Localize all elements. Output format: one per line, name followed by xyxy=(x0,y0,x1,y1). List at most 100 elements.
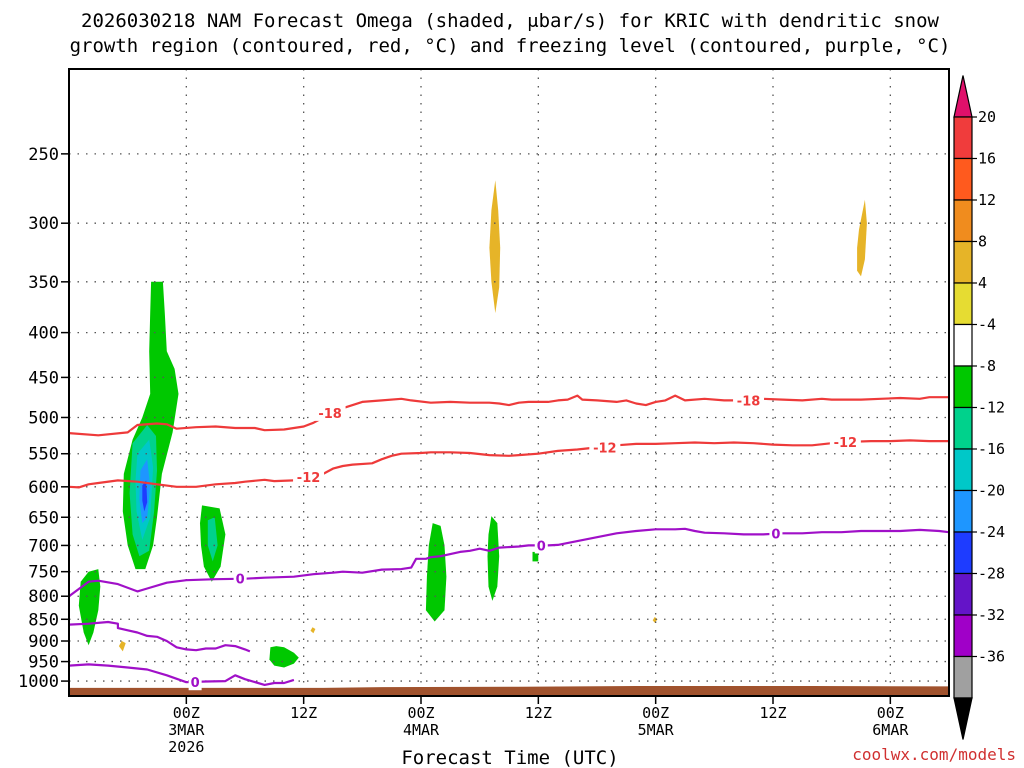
y-tick-label: 300 xyxy=(28,214,59,234)
contour-lines: -18 -18 -12 -12 -12 0 0 0 0 xyxy=(69,392,949,691)
colorbar-legend: 20 16 12 8 4 -4 -8 -12 -16 -20 -24 -28 -32 -36 xyxy=(953,75,1005,740)
plot-area: -18 -18 -12 -12 -12 0 0 0 0 xyxy=(69,69,949,696)
colorbar-label: -4 xyxy=(978,316,996,334)
colorbar-swatch xyxy=(953,116,973,160)
colorbar-swatch xyxy=(953,365,973,409)
colorbar-swatch xyxy=(953,240,973,284)
contour-label-background xyxy=(829,433,861,450)
contour-line-0 xyxy=(69,620,251,653)
contour-label: 0 xyxy=(771,527,780,542)
colorbar-swatch xyxy=(953,614,973,658)
colorbar-swatch xyxy=(953,448,973,492)
contour-label-background xyxy=(534,537,548,554)
x-tick-label: 5MAR xyxy=(638,721,675,739)
grid-lines xyxy=(69,69,949,696)
omega-region xyxy=(857,199,867,277)
title-line-2: growth region (contoured, red, °C) and f… xyxy=(70,35,951,57)
y-axis-pressure-levels: 2503003504004505005506006507007508008509… xyxy=(18,145,69,692)
contour-label: -12 xyxy=(593,441,617,456)
contour-label-background xyxy=(233,570,247,587)
colorbar-label: -20 xyxy=(978,482,1005,500)
colorbar-swatch xyxy=(953,531,973,575)
x-tick-label: 00Z xyxy=(173,704,200,722)
y-tick-label: 250 xyxy=(28,145,59,165)
colorbar-label: 16 xyxy=(978,150,996,168)
colorbar-label: 4 xyxy=(978,274,987,292)
y-tick-label: 800 xyxy=(28,587,59,607)
y-tick-label: 450 xyxy=(28,368,59,388)
plot-content: -18 -18 -12 -12 -12 0 0 0 0 xyxy=(69,69,949,696)
y-tick-label: 950 xyxy=(28,653,59,673)
contour-label-background xyxy=(293,469,325,486)
colorbar-label: -16 xyxy=(978,440,1005,458)
omega-region xyxy=(652,617,658,623)
colorbar-swatch xyxy=(953,572,973,616)
x-tick-label: 12Z xyxy=(290,704,317,722)
x-tick-label: 00Z xyxy=(642,704,669,722)
colorbar-label: -8 xyxy=(978,357,996,375)
x-tick-label: 12Z xyxy=(525,704,552,722)
y-tick-label: 700 xyxy=(28,536,59,556)
chart-title: 2026030218 NAM Forecast Omega (shaded, μ… xyxy=(70,10,951,57)
colorbar-label: -32 xyxy=(978,606,1005,624)
omega-region xyxy=(425,523,447,622)
x-tick-label: 12Z xyxy=(759,704,786,722)
colorbar-swatch xyxy=(953,75,973,118)
watermark: coolwx.com/models xyxy=(852,745,1016,764)
contour-label: 0 xyxy=(191,676,200,691)
omega-region xyxy=(310,627,316,634)
omega-region xyxy=(118,641,126,652)
colorbar-label: 12 xyxy=(978,191,996,209)
x-tick-label: 3MAR xyxy=(168,721,205,739)
contour-label: -18 xyxy=(737,394,761,409)
colorbar-swatch xyxy=(953,655,973,699)
omega-shading xyxy=(78,180,867,668)
colorbar-swatch xyxy=(953,697,973,740)
contour-label-background xyxy=(733,392,765,409)
contour-label-background xyxy=(769,525,783,542)
colorbar-swatch xyxy=(953,406,973,450)
x-tick-label: 00Z xyxy=(877,704,904,722)
omega-region xyxy=(78,569,101,646)
omega-region xyxy=(487,516,500,601)
colorbar-label: -36 xyxy=(978,648,1005,666)
x-tick-label: 6MAR xyxy=(872,721,909,739)
colorbar-label: 8 xyxy=(978,233,987,251)
omega-region xyxy=(532,551,539,562)
contour-label: -18 xyxy=(318,407,342,422)
y-tick-label: 400 xyxy=(28,324,59,344)
omega-region xyxy=(142,480,148,512)
omega-region xyxy=(207,517,218,562)
contour-line-0 xyxy=(69,527,949,598)
contour-label-background xyxy=(188,674,202,691)
colorbar-label: -24 xyxy=(978,523,1005,541)
y-tick-label: 850 xyxy=(28,610,59,630)
y-tick-label: 600 xyxy=(28,478,59,498)
colorbar-label: 20 xyxy=(978,108,996,126)
contour-label: -12 xyxy=(297,471,321,486)
x-axis-label: Forecast Time (UTC) xyxy=(401,747,618,768)
contour-label: -12 xyxy=(834,436,858,451)
x-tick-label: 00Z xyxy=(407,704,434,722)
contour-label-background xyxy=(589,439,621,456)
contour-line-0 xyxy=(69,663,295,686)
plot-frame xyxy=(68,68,950,697)
omega-region xyxy=(489,180,501,314)
y-tick-label: 900 xyxy=(28,632,59,652)
title-line-1: 2026030218 NAM Forecast Omega (shaded, μ… xyxy=(81,10,939,32)
y-tick-label: 750 xyxy=(28,563,59,583)
contour-label: 0 xyxy=(537,539,546,554)
contour-line--18 xyxy=(69,394,949,437)
colorbar-swatch xyxy=(953,199,973,243)
colorbar-label: -28 xyxy=(978,565,1005,583)
y-tick-label: 350 xyxy=(28,273,59,293)
colorbar-swatch xyxy=(953,489,973,533)
colorbar-label: -12 xyxy=(978,399,1005,417)
colorbar-swatch xyxy=(953,282,973,326)
contour-label: 0 xyxy=(236,573,245,588)
x-tick-label: 4MAR xyxy=(403,721,440,739)
colorbar-swatch xyxy=(953,157,973,201)
y-tick-label: 650 xyxy=(28,508,59,528)
